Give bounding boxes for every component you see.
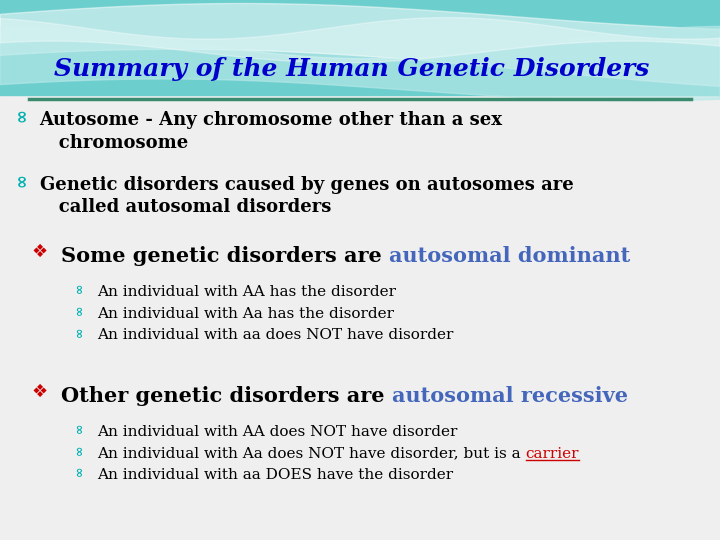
Text: ∞: ∞ <box>73 305 86 315</box>
Text: An individual with aa does NOT have disorder: An individual with aa does NOT have diso… <box>97 328 454 342</box>
Text: Other genetic disorders are: Other genetic disorders are <box>61 386 392 406</box>
Text: ∞: ∞ <box>73 444 86 455</box>
Text: ❖: ❖ <box>32 243 48 261</box>
Text: carrier: carrier <box>526 447 579 461</box>
Text: ∞: ∞ <box>12 173 30 187</box>
Text: autosomal dominant: autosomal dominant <box>390 246 631 266</box>
Text: ∞: ∞ <box>73 326 86 336</box>
Text: ∞: ∞ <box>73 283 86 293</box>
Text: An individual with aa DOES have the disorder: An individual with aa DOES have the diso… <box>97 468 454 482</box>
Bar <box>0 0 720 94</box>
Text: Some genetic disorders are: Some genetic disorders are <box>61 246 390 266</box>
Text: ∞: ∞ <box>73 466 86 476</box>
Text: Summary of the Human Genetic Disorders: Summary of the Human Genetic Disorders <box>54 57 649 81</box>
Text: ❖: ❖ <box>32 383 48 401</box>
Text: autosomal recessive: autosomal recessive <box>392 386 628 406</box>
Text: An individual with Aa does NOT have disorder, but is a: An individual with Aa does NOT have diso… <box>97 447 526 461</box>
Text: ∞: ∞ <box>73 423 86 433</box>
Text: An individual with AA has the disorder: An individual with AA has the disorder <box>97 285 396 299</box>
Text: Autosome - Any chromosome other than a sex
   chromosome: Autosome - Any chromosome other than a s… <box>40 111 503 152</box>
Text: An individual with AA does NOT have disorder: An individual with AA does NOT have diso… <box>97 425 458 439</box>
Text: ∞: ∞ <box>12 108 30 122</box>
Text: Genetic disorders caused by genes on autosomes are
   called autosomal disorders: Genetic disorders caused by genes on aut… <box>40 176 573 217</box>
Text: An individual with Aa has the disorder: An individual with Aa has the disorder <box>97 307 395 321</box>
